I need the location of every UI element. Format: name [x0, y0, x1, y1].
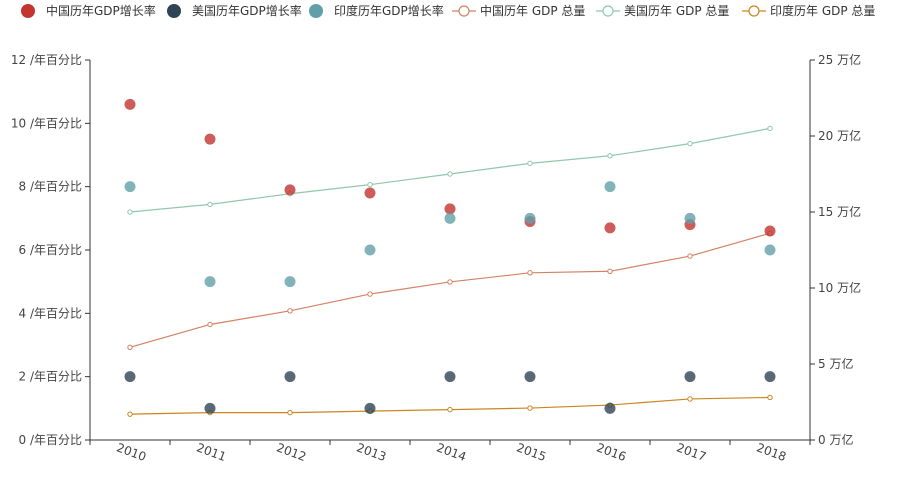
x-tick-label: 2013	[355, 440, 388, 464]
legend-label: 美国历年GDP增长率	[192, 3, 302, 18]
scatter-point-2	[604, 181, 616, 193]
legend-item-4[interactable]: 美国历年 GDP 总量	[596, 4, 729, 18]
scatter-point-2	[284, 276, 296, 288]
line-point	[687, 253, 693, 259]
line-point	[607, 153, 613, 159]
y-right-tick-label: 10 万亿	[818, 280, 861, 295]
y-right-tick-label: 15 万亿	[818, 204, 861, 219]
scatter-point-2	[764, 244, 776, 256]
line-series-0	[129, 232, 771, 348]
scatter-point-1	[284, 371, 296, 383]
legend-label: 印度历年 GDP 总量	[770, 3, 875, 18]
y-right-tick-label: 5 万亿	[818, 356, 853, 371]
y-left-tick-label: 6 /年百分比	[19, 243, 83, 257]
line-point	[287, 409, 293, 416]
line-point	[367, 291, 373, 297]
legend-label: 印度历年GDP增长率	[334, 3, 444, 18]
legend-dot-icon	[167, 4, 181, 18]
x-tick-label: 2016	[595, 440, 628, 464]
scatter-point-2	[364, 244, 376, 256]
x-tick-label: 2012	[275, 440, 308, 464]
line-point	[207, 201, 213, 208]
line-series-layer	[127, 125, 773, 417]
line-point	[447, 406, 453, 413]
legend-item-5[interactable]: 印度历年 GDP 总量	[742, 3, 875, 18]
legend: 中国历年GDP增长率 美国历年GDP增长率 印度历年GDP增长率 中国历年 GDP 总…	[21, 3, 875, 18]
scatter-point-2	[124, 181, 136, 193]
line-point	[447, 279, 453, 285]
scatter-point-1	[524, 371, 536, 383]
scatter-point-1	[604, 402, 616, 414]
y-right-tick-label: 20 万亿	[818, 128, 861, 143]
legend-dot-icon	[21, 4, 35, 18]
line-point	[687, 140, 693, 147]
legend-dot-icon	[309, 4, 323, 18]
y-left-tick-label: 2 /年百分比	[19, 370, 83, 384]
scatter-point-0	[364, 187, 376, 199]
scatter-point-2	[684, 212, 696, 224]
x-tick-label: 2014	[435, 440, 468, 464]
legend-label: 中国历年GDP增长率	[46, 3, 156, 18]
scatter-point-1	[684, 371, 696, 383]
line-point	[767, 125, 773, 132]
scatter-point-1	[764, 371, 776, 383]
legend-line-marker-icon	[602, 5, 614, 17]
scatter-point-0	[284, 184, 296, 196]
scatter-point-1	[124, 371, 136, 383]
legend-line-marker-icon	[458, 5, 470, 17]
scatter-point-2	[204, 276, 216, 288]
line-point	[367, 181, 373, 188]
y-left-tick-label: 4 /年百分比	[19, 306, 83, 320]
y-left-tick-label: 10 /年百分比	[11, 116, 82, 130]
x-tick-label: 2018	[755, 440, 788, 464]
y-left-tick-label: 8 /年百分比	[19, 180, 83, 194]
scatter-series-layer	[124, 98, 776, 414]
line-point	[447, 171, 453, 177]
legend-item-2[interactable]: 印度历年GDP增长率	[309, 3, 444, 18]
legend-label: 中国历年 GDP 总量	[480, 3, 585, 18]
legend-line-marker-icon	[748, 5, 760, 17]
scatter-point-2	[444, 212, 456, 224]
y-right-tick-label: 0 万亿	[818, 432, 853, 447]
y-left-tick-label: 12 /年百分比	[11, 53, 82, 67]
x-tick-label: 2011	[195, 440, 228, 464]
line-series-1	[129, 127, 771, 213]
line-point	[127, 411, 133, 417]
scatter-point-1	[444, 371, 456, 383]
axes: 0 /年百分比 2 /年百分比 4 /年百分比 6 /年百分比 8 /年百分比 10 /年…	[11, 52, 861, 464]
scatter-point-0	[444, 203, 456, 215]
scatter-point-2	[524, 212, 536, 224]
legend-label: 美国历年 GDP 总量	[624, 4, 729, 18]
line-point	[527, 160, 533, 167]
scatter-point-0	[764, 225, 776, 237]
legend-item-1[interactable]: 美国历年GDP增长率	[167, 3, 302, 18]
scatter-point-1	[364, 402, 376, 414]
legend-item-0[interactable]: 中国历年GDP增长率	[21, 3, 156, 18]
y-left-tick-label: 0 /年百分比	[19, 433, 83, 447]
line-point	[127, 209, 133, 215]
scatter-point-0	[124, 98, 136, 110]
line-point	[767, 394, 773, 401]
legend-item-3[interactable]: 中国历年 GDP 总量	[452, 3, 585, 18]
line-point	[687, 396, 693, 402]
scatter-point-0	[204, 133, 216, 145]
x-tick-label: 2017	[675, 440, 708, 464]
line-point	[527, 270, 533, 276]
line-point	[127, 344, 133, 350]
scatter-point-1	[204, 402, 216, 414]
y-right-tick-label: 25 万亿	[818, 52, 861, 67]
line-point	[287, 308, 293, 314]
x-tick-label: 2010	[115, 440, 148, 464]
scatter-point-0	[604, 222, 616, 234]
line-point	[607, 268, 613, 274]
line-point	[527, 405, 533, 411]
x-tick-label: 2015	[515, 440, 548, 464]
line-point	[207, 321, 213, 328]
